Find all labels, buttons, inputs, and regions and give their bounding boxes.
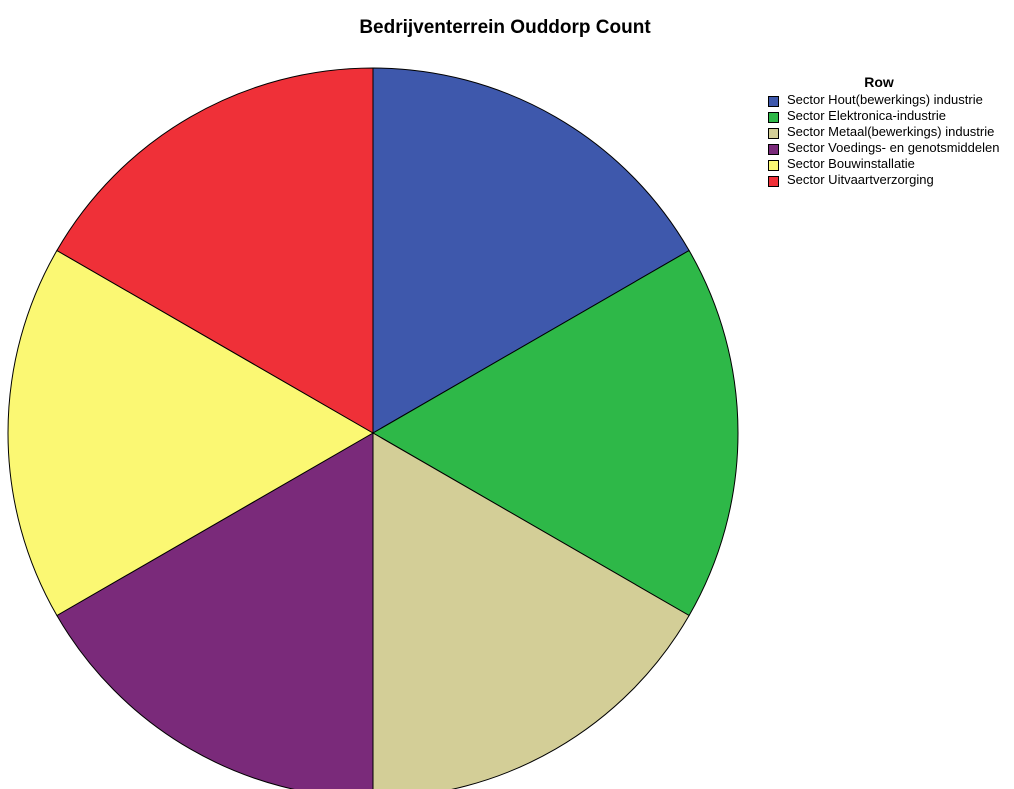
legend-item: Sector Voedings- en genotsmiddelen [766, 140, 1013, 155]
chart-title: Bedrijventerrein Ouddorp Count [359, 17, 651, 38]
legend-swatch [768, 96, 779, 107]
legend-label: Sector Voedings- en genotsmiddelen [787, 140, 1000, 155]
legend-swatch [768, 176, 779, 187]
legend-label: Sector Elektronica-industrie [787, 108, 946, 123]
legend-item: Sector Uitvaartverzorging [766, 172, 1013, 187]
legend-item: Sector Metaal(bewerkings) industrie [766, 124, 1013, 139]
legend-swatch [768, 112, 779, 123]
legend-label: Sector Hout(bewerkings) industrie [787, 92, 983, 107]
pie-slice [56, 432, 374, 789]
legend-title: Row [864, 74, 894, 90]
pie-slice [372, 432, 690, 789]
slices [7, 67, 739, 789]
legend-swatch [768, 160, 779, 171]
legend-item: Sector Elektronica-industrie [766, 108, 1013, 123]
pie-slice [372, 67, 690, 434]
legend-swatch [768, 144, 779, 155]
legend-label: Sector Metaal(bewerkings) industrie [787, 124, 995, 139]
legend-label: Sector Bouwinstallatie [787, 156, 915, 171]
legend: Row Sector Hout(bewerkings) industrie Sec… [766, 74, 1012, 190]
legend-label: Sector Uitvaartverzorging [787, 172, 934, 187]
legend-swatch [768, 128, 779, 139]
pie-slice [7, 249, 375, 617]
pie-slice [372, 249, 739, 617]
legend-item: Sector Bouwinstallatie [766, 156, 1013, 171]
legend-item: Sector Hout(bewerkings) industrie [766, 92, 1013, 107]
pie-slice [56, 67, 374, 434]
